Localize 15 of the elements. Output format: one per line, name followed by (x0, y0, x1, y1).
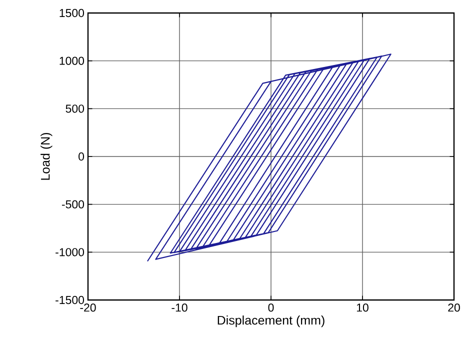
x-axis-title: Displacement (mm) (218, 315, 324, 328)
x-tick-label: 20 (448, 304, 460, 312)
x-tick-label: -10 (172, 304, 188, 312)
y-tick-label: -1000 (56, 248, 84, 256)
x-tick-label: -20 (80, 304, 96, 312)
y-tick-label: -500 (62, 200, 84, 208)
y-tick-label: 0 (78, 152, 84, 161)
x-tick-label: 0 (268, 304, 274, 312)
line-series (146, 54, 392, 262)
y-axis-title: Load (N) (40, 132, 52, 180)
y-tick-label: -1500 (56, 296, 84, 304)
x-tick-label: 10 (356, 304, 368, 312)
y-tick-label: 500 (66, 104, 84, 113)
y-tick-label: 1500 (60, 8, 84, 18)
y-tick-label: 1000 (60, 56, 84, 65)
